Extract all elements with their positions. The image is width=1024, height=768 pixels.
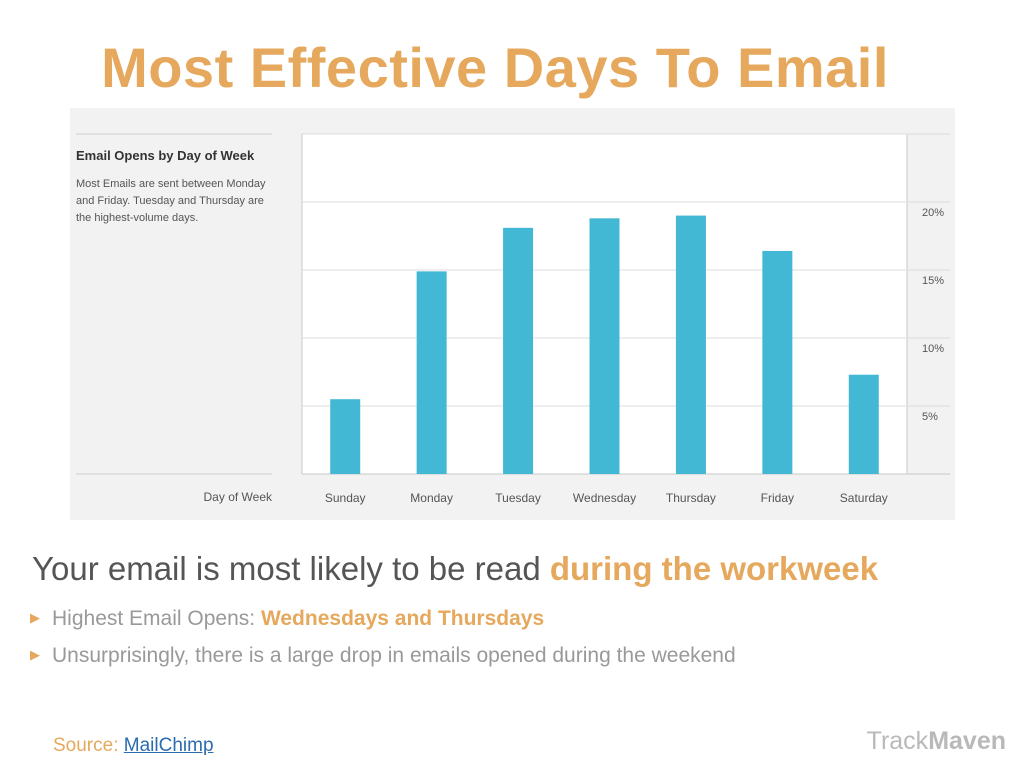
bullet-text: Unsurprisingly, there is a large drop in… — [52, 644, 736, 667]
headline-text: Your email is most likely to be read — [32, 550, 550, 587]
bar-friday — [762, 250, 793, 474]
slide-title: Most Effective Days To Email — [101, 36, 889, 99]
y-tick-label: 5% — [922, 411, 938, 423]
headline-accent: during the workweek — [549, 550, 879, 587]
bar-saturday — [848, 374, 879, 474]
x-axis-label: Day of Week — [204, 490, 273, 504]
x-tick-label: Wednesday — [573, 491, 636, 505]
source-credit: Source: MailChimp — [53, 735, 214, 757]
source-label: Source: — [53, 735, 124, 756]
logo-part-maven: Maven — [928, 727, 1006, 755]
x-tick-label: Monday — [410, 491, 453, 505]
bar-thursday — [675, 215, 706, 474]
x-tick-label: Tuesday — [495, 491, 541, 505]
x-tick-label: Saturday — [840, 491, 888, 505]
bullet-list: ▶ Highest Email Opens: Wednesdays and Thu… — [30, 600, 736, 674]
caret-right-icon: ▶ — [30, 610, 40, 625]
bar-monday — [416, 271, 447, 474]
chart-panel: 5% 10% 15% 20% Sunday Monday Tuesday Wednesday T… — [70, 108, 955, 520]
trackmaven-logo: TrackMaven — [867, 727, 1006, 756]
bullet-text: Highest Email Opens: — [52, 607, 261, 630]
bar-chart: 5% 10% 15% 20% Sunday Monday Tuesday Wednesday T… — [76, 133, 950, 505]
x-tick-label: Thursday — [666, 491, 716, 505]
chart-description: Most Emails are sent between Monday and … — [76, 178, 266, 224]
logo-part-track: Track — [866, 727, 929, 755]
caret-right-icon: ▶ — [30, 647, 40, 662]
bullet-item: ▶ Highest Email Opens: Wednesdays and Thu… — [30, 600, 736, 637]
bar-sunday — [330, 399, 361, 474]
y-tick-label: 10% — [922, 343, 944, 355]
chart-title: Email Opens by Day of Week — [76, 148, 255, 163]
headline: Your email is most likely to be read dur… — [32, 550, 878, 588]
bar-tuesday — [503, 227, 534, 474]
y-tick-label: 20% — [922, 207, 944, 219]
y-tick-label: 15% — [922, 275, 944, 287]
bullet-accent: Wednesdays and Thursdays — [260, 607, 545, 630]
bullet-item: ▶ Unsurprisingly, there is a large drop i… — [30, 637, 736, 674]
source-link[interactable]: MailChimp — [123, 735, 214, 756]
x-tick-label: Sunday — [325, 491, 366, 505]
x-tick-label: Friday — [761, 491, 794, 505]
bar-wednesday — [589, 218, 620, 474]
